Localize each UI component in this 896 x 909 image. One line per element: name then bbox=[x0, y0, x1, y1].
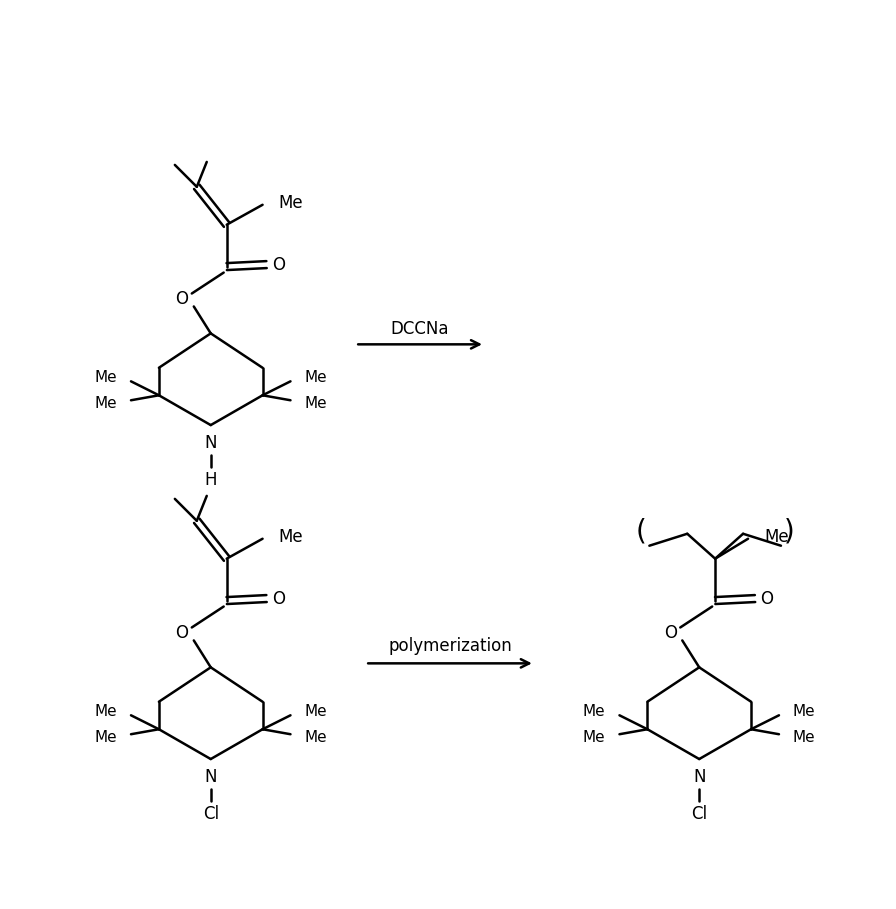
Text: Me: Me bbox=[94, 730, 117, 744]
Text: Me: Me bbox=[305, 370, 327, 385]
Text: Me: Me bbox=[583, 704, 606, 719]
Text: Me: Me bbox=[305, 395, 327, 411]
Text: Me: Me bbox=[279, 528, 303, 545]
Text: O: O bbox=[664, 624, 676, 643]
Text: O: O bbox=[176, 624, 188, 643]
Text: Me: Me bbox=[94, 704, 117, 719]
Text: Me: Me bbox=[793, 704, 815, 719]
Text: Me: Me bbox=[583, 730, 606, 744]
Text: Me: Me bbox=[305, 704, 327, 719]
Text: O: O bbox=[272, 590, 285, 607]
Text: O: O bbox=[272, 255, 285, 274]
Text: Me: Me bbox=[764, 528, 788, 545]
Text: Me: Me bbox=[793, 730, 815, 744]
Text: ): ) bbox=[784, 518, 795, 545]
Text: H: H bbox=[204, 471, 217, 489]
Text: O: O bbox=[761, 590, 773, 607]
Text: Me: Me bbox=[94, 395, 117, 411]
Text: polymerization: polymerization bbox=[388, 637, 512, 655]
Text: (: ( bbox=[636, 518, 647, 545]
Text: N: N bbox=[693, 768, 705, 786]
Text: O: O bbox=[176, 291, 188, 308]
Text: Me: Me bbox=[94, 370, 117, 385]
Text: Cl: Cl bbox=[691, 804, 707, 823]
Text: Me: Me bbox=[279, 194, 303, 212]
Text: Me: Me bbox=[305, 730, 327, 744]
Text: N: N bbox=[204, 768, 217, 786]
Text: Cl: Cl bbox=[202, 804, 219, 823]
Text: DCCNa: DCCNa bbox=[391, 320, 449, 338]
Text: N: N bbox=[204, 434, 217, 452]
